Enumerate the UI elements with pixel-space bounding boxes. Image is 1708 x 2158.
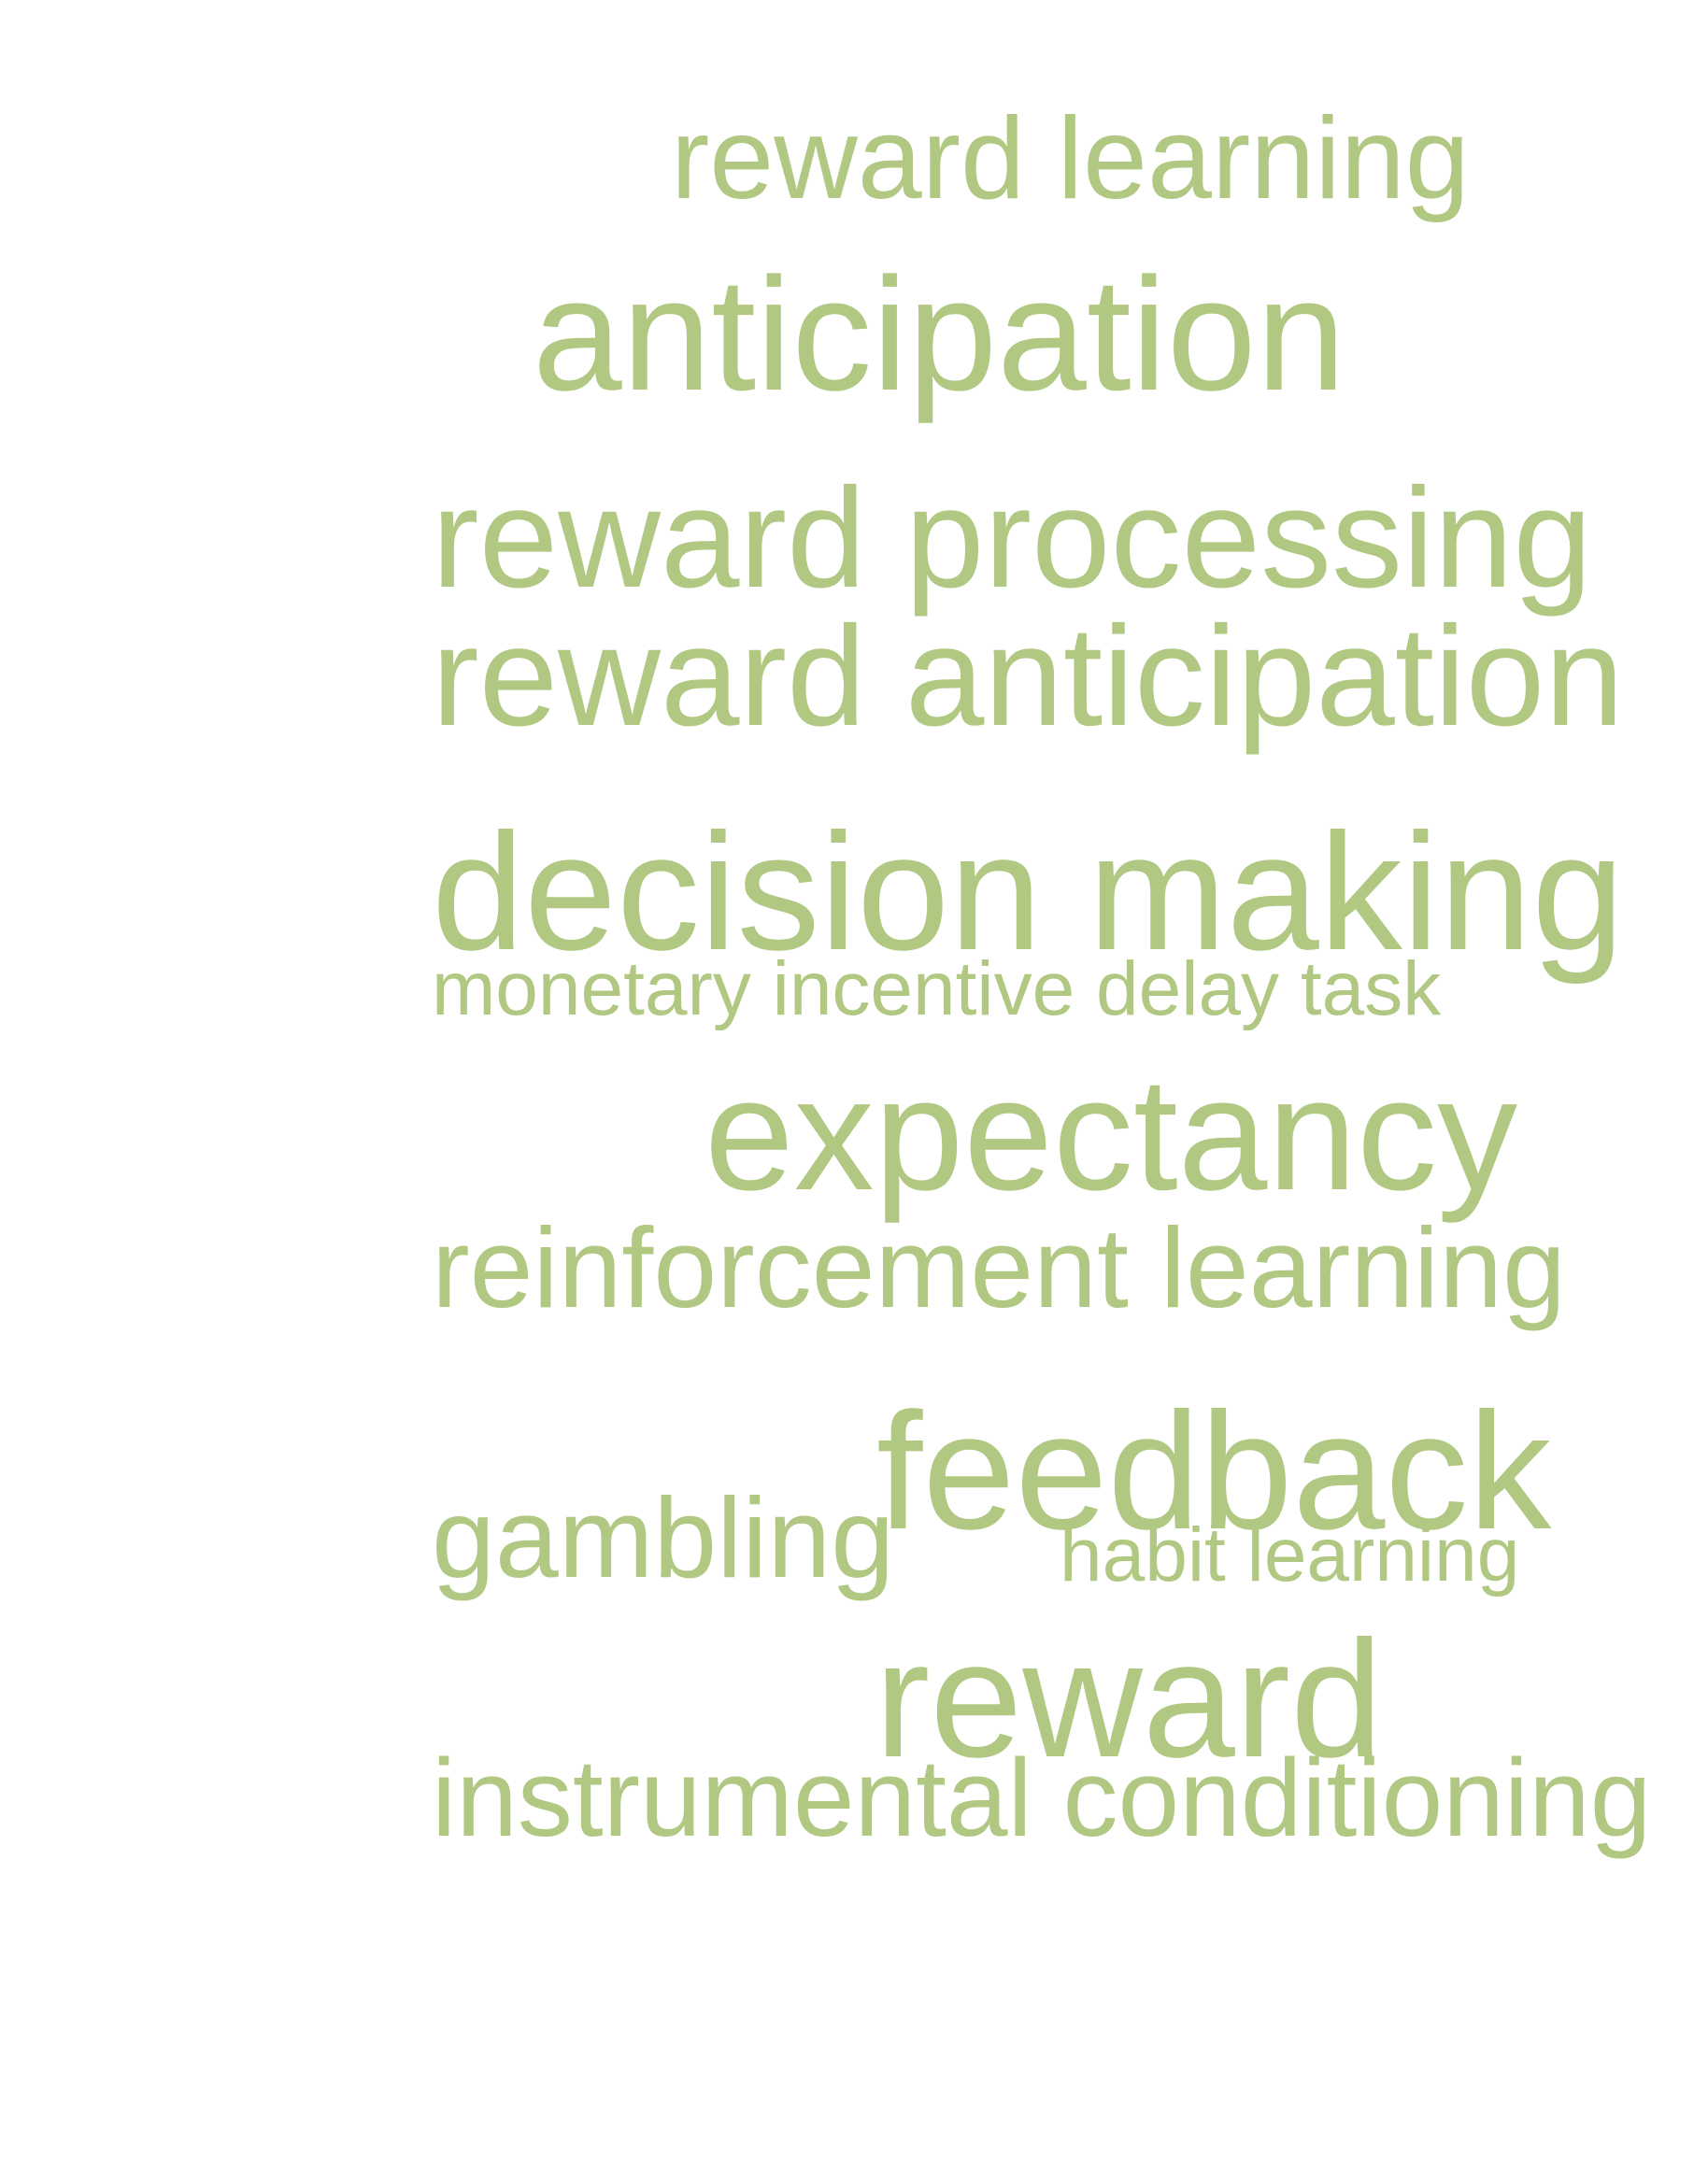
word-feedback: feedback (876, 1378, 1552, 1564)
word-reward: reward (875, 1606, 1384, 1792)
word-decision-making: decision making (432, 799, 1625, 985)
word-reward-processing: reward processing (432, 459, 1592, 618)
word-reinforcement-learning: reinforcement learning (432, 1204, 1566, 1331)
word-gambling: gambling (432, 1474, 895, 1601)
word-monetary-incentive-delay-task: monetary incentive delay task (432, 946, 1442, 1031)
word-reward-anticipation: reward anticipation (432, 597, 1624, 756)
word-expectancy: expectancy (705, 1044, 1518, 1224)
word-habit-learning: habit learning (1060, 1512, 1520, 1597)
word-reward-learning: reward learning (671, 94, 1470, 223)
word-anticipation: anticipation (533, 245, 1346, 424)
word-instrumental-conditioning: instrumental conditioning (432, 1737, 1652, 1860)
